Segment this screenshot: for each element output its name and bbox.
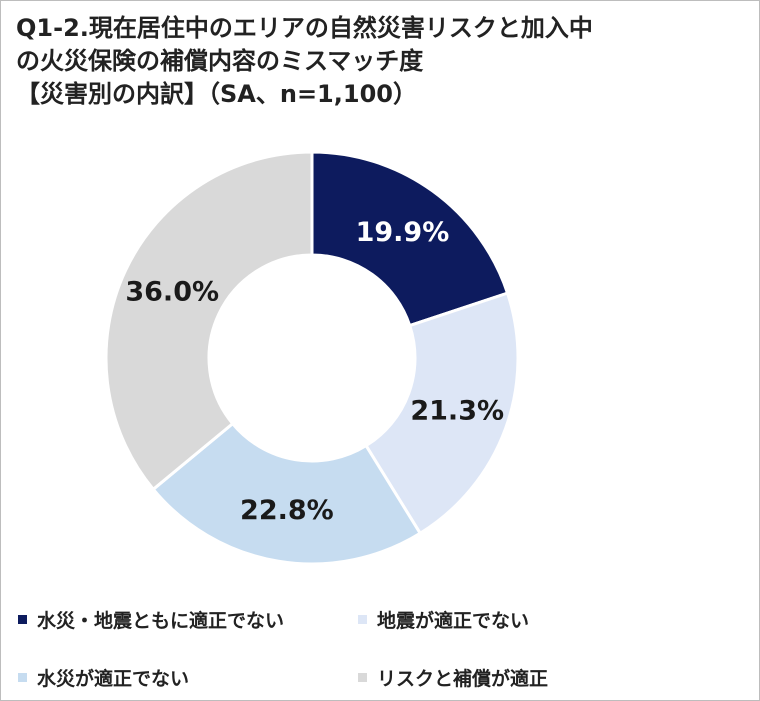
slice-earthquake-mismatch	[364, 291, 520, 536]
title-line-1: Q1-2.現在居住中のエリアの自然災害リスクと加入中	[16, 14, 593, 42]
slice-flood-mismatch	[151, 421, 423, 566]
slice-both-mismatch	[310, 150, 510, 328]
title-line-3: 【災害別の内訳】（SA、n=1,100）	[16, 80, 417, 108]
chart-title: Q1-2.現在居住中のエリアの自然災害リスクと加入中 の火災保険の補償内容のミス…	[16, 12, 746, 111]
title-line-2: の火災保険の補償内容のミスマッチ度	[16, 47, 424, 75]
label-all-appropriate: 36.0%	[125, 277, 219, 308]
label-flood-mismatch: 22.8%	[240, 495, 334, 526]
data-labels: 19.9% 21.3% 22.8% 36.0%	[125, 217, 504, 526]
label-earthquake-mismatch: 21.3%	[410, 395, 504, 426]
label-both-mismatch: 19.9%	[356, 217, 450, 248]
donut-slices	[104, 150, 520, 566]
slice-all-appropriate	[104, 150, 314, 492]
